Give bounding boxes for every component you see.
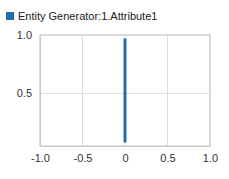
x-tick: 0.5 [160, 146, 175, 164]
x-tick: -0.5 [74, 146, 93, 164]
x-grid-line [167, 35, 168, 146]
series-line [124, 39, 127, 143]
x-tick: -1.0 [31, 146, 50, 164]
legend: Entity Generator:1.Attribute1 [6, 10, 157, 22]
y-axis: 0.5 1.0 [17, 29, 41, 146]
x-tick-label: -0.5 [74, 152, 93, 164]
y-axis-line [40, 36, 41, 147]
x-grid-line [82, 35, 83, 146]
x-tick-label: -1.0 [31, 152, 50, 164]
x-tick-label: 0.5 [160, 152, 175, 164]
x-tick-label: 0 [122, 152, 128, 164]
y-tick-label: 1.0 [17, 29, 32, 41]
plot-frame [40, 35, 210, 146]
x-axis: -1.0 -0.5 0 0.5 1.0 [31, 146, 218, 164]
x-axis-line [41, 146, 211, 147]
plot: -1.0 -0.5 0 0.5 1.0 0.5 1.0 [17, 29, 218, 164]
x-grid-line [125, 35, 126, 146]
x-tick-label: 1.0 [203, 152, 218, 164]
legend-item: Entity Generator:1.Attribute1 [6, 10, 157, 22]
grid [40, 35, 210, 146]
x-tick: 0 [122, 146, 128, 164]
marks [125, 39, 126, 143]
y-tick: 0.5 [17, 87, 40, 99]
plot-background [40, 35, 210, 146]
chart: -1.0 -0.5 0 0.5 1.0 0.5 1.0 Entity Generator:1.… [0, 0, 229, 179]
legend-label: Entity Generator:1.Attribute1 [18, 10, 157, 22]
x-tick: 1.0 [203, 146, 218, 164]
y-tick-label: 0.5 [17, 87, 32, 99]
legend-swatch [6, 12, 14, 20]
y-tick: 1.0 [17, 29, 40, 41]
